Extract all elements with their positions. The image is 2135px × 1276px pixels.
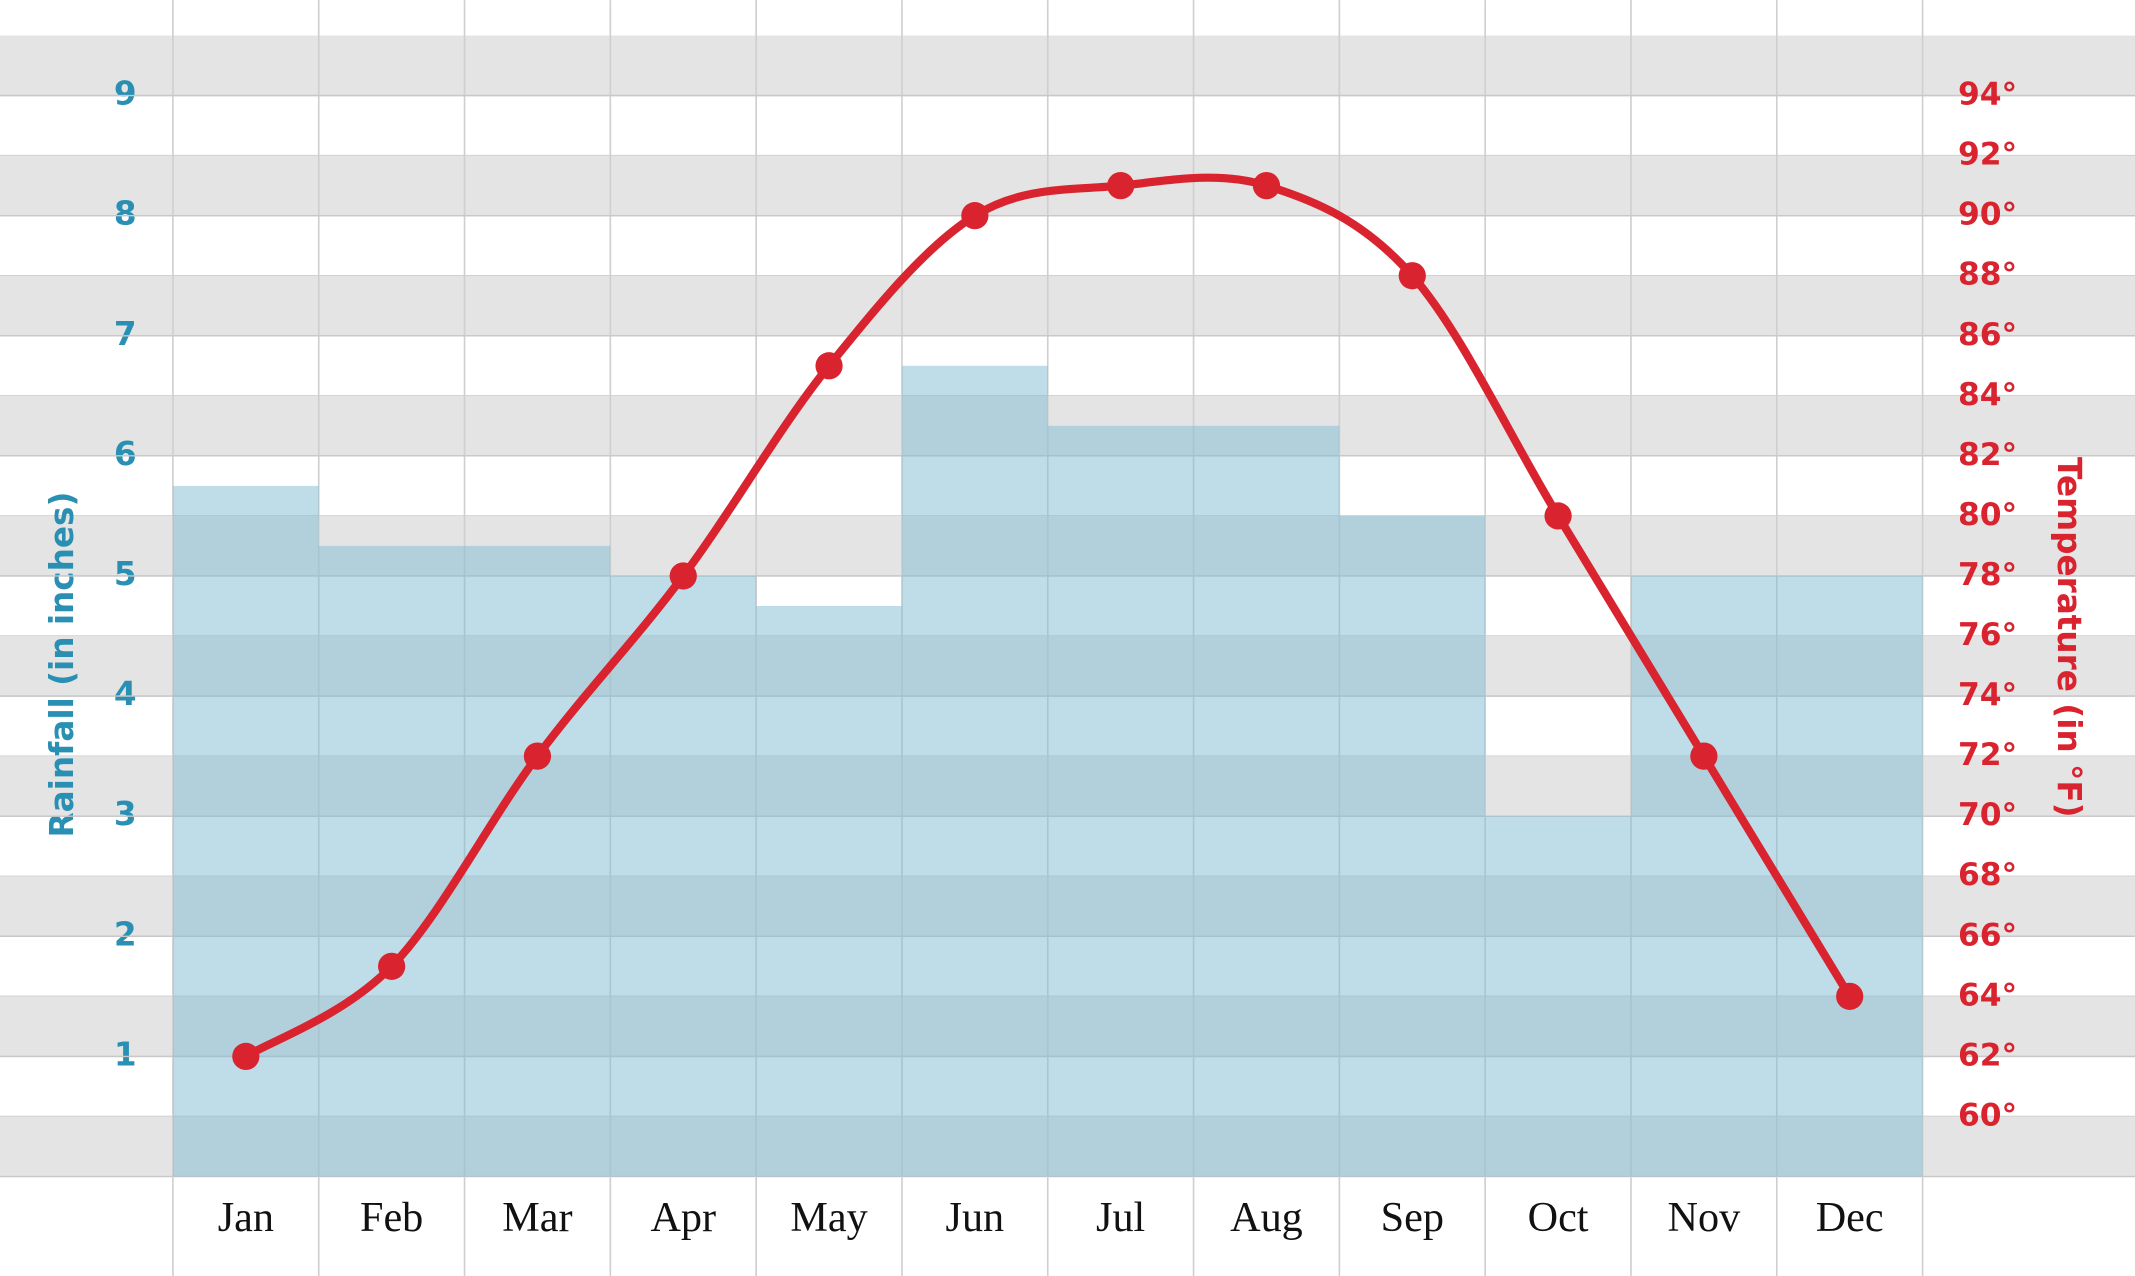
y2-tick-label: 62° [1958,1037,2017,1073]
line-point [378,952,406,980]
y2-tick-label: 92° [1958,137,2017,173]
y2-tick-label: 60° [1958,1097,2017,1133]
bar [1339,515,1486,1177]
bar [1485,816,1631,1177]
y2-tick-label: 68° [1958,857,2017,893]
bar [756,606,902,1177]
line-point [232,1042,260,1071]
x-tick-label: Jan [218,1194,274,1241]
line-point [1107,172,1135,200]
y2-tick-label: 86° [1958,317,2017,353]
y2-tick-label: 76° [1958,617,2017,653]
line-point [815,352,843,380]
line-point [669,562,697,590]
y2-tick-label: 88° [1958,257,2017,293]
y2-tick-label: 74° [1958,677,2017,713]
x-tick-label: Aug [1230,1194,1303,1241]
x-tick-label: Dec [1816,1194,1884,1241]
x-tick-label: Nov [1668,1194,1742,1241]
x-tick-label: Sep [1381,1194,1444,1241]
y2-tick-label: 78° [1958,557,2017,593]
y2-tick-label: 64° [1958,977,2017,1013]
y-tick-label: 8 [114,195,137,233]
y-tick-label: 5 [114,555,137,593]
y2-tick-label: 70° [1958,797,2017,833]
y2-tick-label: 72° [1958,737,2017,773]
y2-tick-label: 82° [1958,437,2017,473]
bar [464,545,611,1177]
y2-tick-label: 94° [1958,77,2017,113]
bar [1047,425,1194,1177]
y2-tick-label: 66° [1958,917,2017,953]
x-tick-label: Feb [360,1194,423,1241]
y2-tick-label: 80° [1958,497,2017,533]
line-point [1836,982,1864,1010]
bar [1776,575,1923,1177]
y2-axis-title: Temperature (in °F) [2050,457,2088,818]
band [0,35,2135,96]
band [0,275,2135,336]
bar [610,575,757,1177]
y-axis-title: Rainfall (in inches) [43,492,81,838]
x-tick-label: Apr [650,1194,716,1241]
y-tick-label: 9 [114,75,137,113]
line-point [1544,502,1572,530]
y-tick-label: 2 [114,915,137,953]
x-tick-label: Jul [1096,1194,1145,1241]
x-tick-label: Jun [946,1194,1005,1241]
line-point [961,202,989,230]
line-point [1690,742,1718,770]
bar [901,365,1048,1177]
y2-tick-label: 84° [1958,377,2017,413]
x-tick-label: Mar [502,1194,572,1241]
x-tick-label: Oct [1528,1194,1589,1241]
y-tick-label: 4 [114,675,137,713]
y-tick-label: 7 [114,315,137,353]
x-tick-label: May [790,1194,867,1241]
y-tick-label: 1 [114,1035,137,1073]
y-tick-label: 3 [114,795,137,833]
line-point [1252,172,1281,200]
line [243,173,1854,1060]
bar [172,485,319,1177]
y-tick-label: 6 [114,435,137,473]
line-point [523,742,552,770]
y2-tick-label: 90° [1958,197,2017,233]
line-point [1398,262,1426,290]
bar [318,545,465,1177]
bar [1193,425,1340,1177]
